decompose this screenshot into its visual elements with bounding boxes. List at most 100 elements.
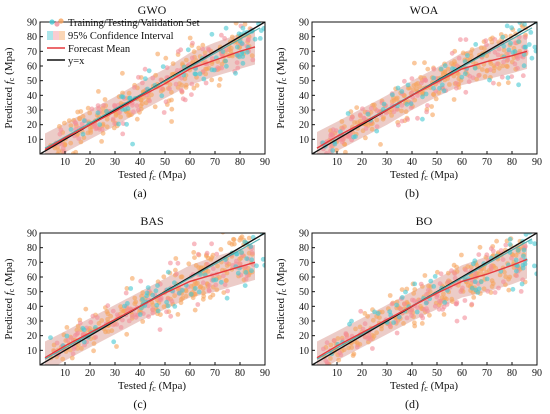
legend-identity-label: y=x	[68, 56, 85, 67]
train-point	[452, 59, 457, 64]
valid-point	[223, 25, 229, 31]
valid-point	[188, 291, 194, 297]
valid-point	[240, 25, 246, 31]
train-point	[200, 42, 206, 48]
valid-point	[521, 253, 526, 259]
x-tick-label: 60	[185, 157, 195, 168]
y-tick-label: 40	[27, 302, 37, 313]
x-tick-label: 30	[110, 368, 120, 379]
test-point	[89, 106, 95, 112]
train-point	[105, 329, 111, 334]
test-point	[214, 251, 220, 257]
valid-point	[68, 127, 74, 132]
train-point	[96, 89, 101, 94]
test-point	[402, 301, 407, 307]
train-point	[481, 286, 487, 292]
test-point	[453, 301, 459, 307]
test-point	[456, 55, 462, 61]
valid-point	[396, 314, 402, 320]
x-tick-label: 40	[407, 368, 417, 379]
train-point	[343, 149, 348, 154]
valid-point	[529, 55, 535, 61]
train-point	[242, 22, 248, 27]
train-point	[218, 247, 224, 252]
test-point	[476, 73, 481, 78]
test-point	[343, 332, 349, 337]
test-point	[405, 117, 410, 122]
test-point	[438, 271, 444, 277]
test-point	[501, 59, 506, 65]
test-point	[168, 313, 174, 319]
test-point	[174, 68, 180, 73]
valid-point	[128, 286, 134, 291]
test-point	[432, 303, 438, 309]
test-point	[436, 298, 442, 304]
test-point	[437, 281, 443, 287]
valid-point	[372, 309, 377, 315]
valid-point	[244, 256, 250, 262]
valid-point	[469, 285, 475, 291]
valid-point	[374, 128, 380, 134]
train-point	[422, 60, 427, 66]
y-tick-label: 20	[299, 331, 309, 342]
train-point	[85, 130, 91, 136]
test-point	[484, 252, 490, 258]
train-point	[173, 267, 178, 273]
test-point	[337, 350, 342, 356]
train-point	[196, 45, 202, 51]
test-point	[509, 74, 515, 79]
valid-point	[234, 44, 240, 50]
test-point	[48, 370, 53, 375]
train-point	[506, 287, 512, 293]
valid-point	[332, 141, 338, 147]
test-point	[418, 313, 424, 319]
plot-content	[312, 224, 537, 365]
train-point	[517, 224, 522, 229]
valid-point	[144, 293, 149, 299]
test-point	[418, 281, 424, 287]
test-point	[492, 290, 498, 295]
test-point	[131, 109, 136, 115]
y-axis-label-sub: c	[279, 288, 288, 292]
valid-point	[320, 154, 325, 159]
y-axis-label-sub: c	[279, 77, 288, 81]
y-axis-label-sub: c	[7, 77, 16, 81]
train-point	[64, 325, 70, 330]
x-tick-label: 10	[332, 368, 342, 379]
x-tick-label: 90	[532, 157, 542, 168]
x-axis-label-unit: (Mpa)	[156, 169, 187, 181]
test-point	[453, 80, 459, 86]
valid-point	[80, 325, 86, 331]
test-point	[404, 315, 410, 321]
test-point	[95, 103, 101, 108]
axes-frame	[311, 21, 538, 155]
valid-point	[111, 339, 117, 345]
valid-point	[260, 256, 265, 262]
x-tick-label: 80	[507, 368, 517, 379]
train-point	[102, 97, 108, 102]
y-tick-label: 80	[299, 32, 309, 43]
valid-point	[515, 247, 521, 253]
test-point	[463, 267, 468, 273]
train-point	[238, 10, 243, 15]
valid-point	[520, 265, 526, 271]
train-point	[217, 76, 223, 82]
x-axis-label: Tested fc (Mpa)	[118, 169, 187, 182]
x-axis-label-unit: (Mpa)	[428, 169, 459, 181]
train-point	[351, 351, 357, 357]
y-tick-label: 80	[299, 243, 309, 254]
test-point	[136, 107, 141, 113]
test-point	[206, 288, 212, 294]
test-point	[425, 308, 430, 314]
test-point	[129, 314, 135, 319]
valid-point	[395, 85, 401, 91]
test-point	[163, 99, 169, 105]
train-point	[133, 299, 139, 305]
valid-point	[442, 300, 448, 305]
valid-point	[532, 263, 537, 269]
test-point	[195, 251, 201, 257]
y-tick-label: 50	[299, 287, 309, 298]
test-point	[425, 103, 430, 108]
train-point	[358, 118, 363, 124]
test-point	[463, 89, 469, 95]
